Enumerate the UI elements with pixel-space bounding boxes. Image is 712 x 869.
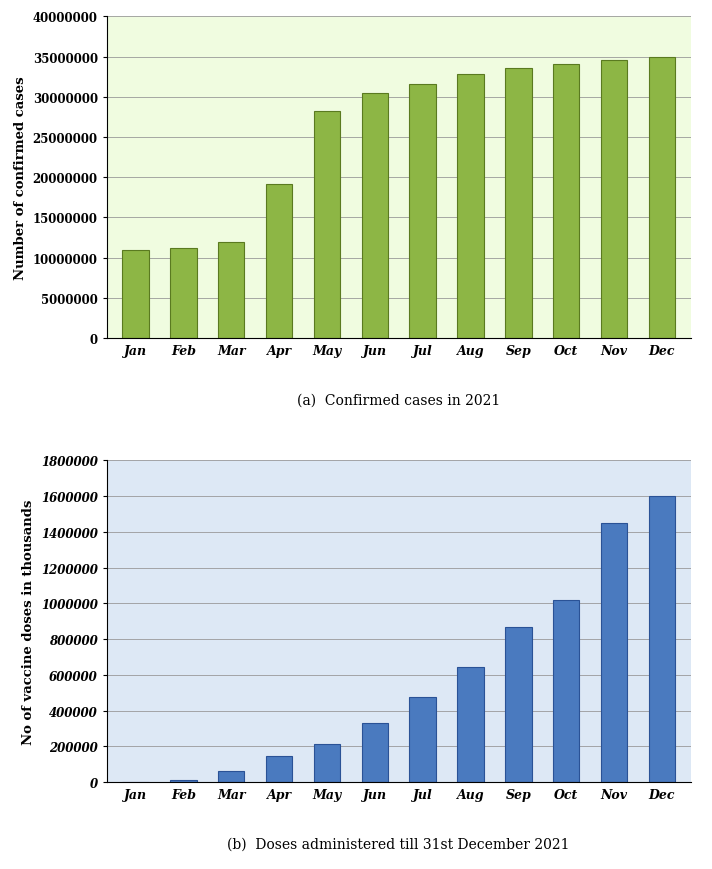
Bar xyxy=(218,772,244,782)
Y-axis label: Number of confirmed cases: Number of confirmed cases xyxy=(14,76,27,280)
Bar xyxy=(457,667,483,782)
Bar xyxy=(314,112,340,339)
Text: (a)  Confirmed cases in 2021: (a) Confirmed cases in 2021 xyxy=(297,394,501,408)
Bar xyxy=(362,94,388,339)
Bar xyxy=(266,756,292,782)
Bar xyxy=(409,85,436,339)
Bar xyxy=(218,243,244,339)
Bar xyxy=(506,69,532,339)
Bar xyxy=(601,523,627,782)
Bar xyxy=(170,249,197,339)
Bar xyxy=(506,627,532,782)
Bar xyxy=(457,76,483,339)
Bar xyxy=(409,697,436,782)
Bar xyxy=(362,723,388,782)
Bar xyxy=(170,779,197,782)
Bar xyxy=(122,251,149,339)
Bar xyxy=(266,184,292,339)
Text: (b)  Doses administered till 31st December 2021: (b) Doses administered till 31st Decembe… xyxy=(227,837,570,851)
Bar xyxy=(553,65,580,339)
Bar xyxy=(601,61,627,339)
Bar xyxy=(553,600,580,782)
Bar xyxy=(649,496,675,782)
Y-axis label: No of vaccine doses in thousands: No of vaccine doses in thousands xyxy=(22,499,36,744)
Bar xyxy=(314,744,340,782)
Bar xyxy=(649,58,675,339)
